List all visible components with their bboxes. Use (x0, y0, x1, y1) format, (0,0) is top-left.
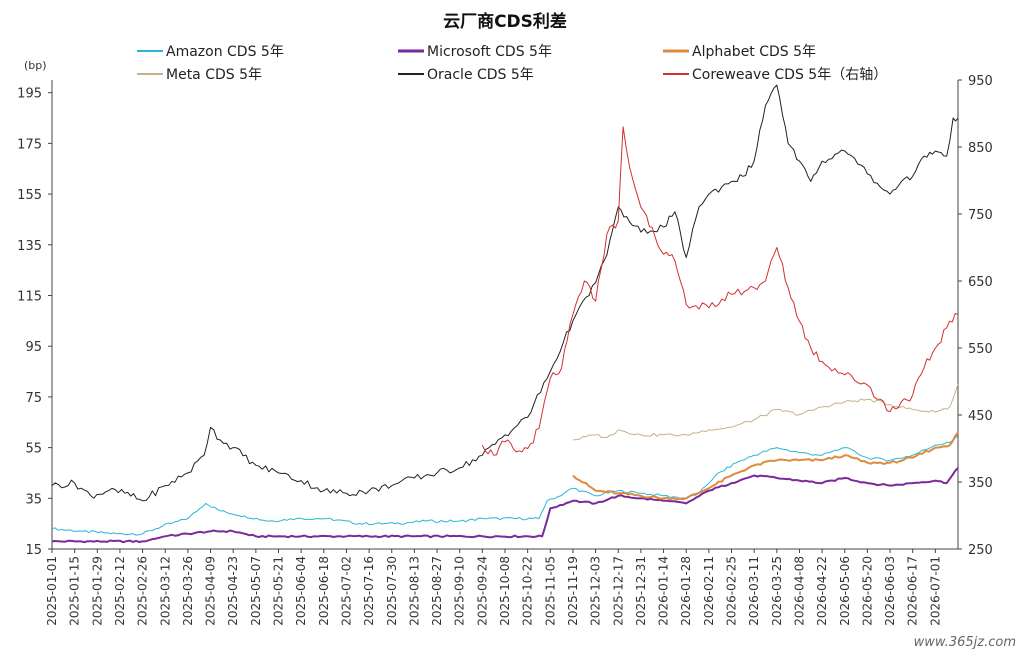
series-lines (51, 84, 959, 544)
x-tick-label: 2025-06-18 (317, 556, 331, 626)
x-tick-label: 2025-07-02 (339, 556, 353, 626)
x-tick-label: 2025-08-27 (430, 556, 444, 626)
right-y-tick-label: 650 (968, 275, 993, 290)
x-tick-label: 2025-01-01 (45, 556, 59, 626)
x-tick-label: 2025-07-30 (385, 556, 399, 626)
x-tick-label: 2025-12-31 (634, 556, 648, 626)
series-line (572, 384, 959, 441)
x-tick-label: 2026-03-25 (770, 556, 784, 626)
right-y-tick-label: 550 (968, 342, 993, 357)
x-tick-label: 2026-02-25 (725, 556, 739, 626)
left-y-tick-label: 95 (25, 340, 42, 355)
series-line (572, 431, 959, 501)
x-tick-label: 2025-05-07 (249, 556, 263, 626)
right-y-tick-label: 250 (968, 543, 993, 558)
x-tick-label: 2025-10-22 (521, 556, 535, 626)
left-y-tick-label: 55 (25, 442, 42, 457)
x-tick-label: 2026-05-06 (838, 556, 852, 626)
left-y-tick-label: 35 (25, 492, 42, 507)
x-tick-label: 2025-03-12 (158, 556, 172, 626)
legend-label: Coreweave CDS 5年（右轴） (692, 67, 887, 83)
x-tick-label: 2025-12-17 (611, 556, 625, 626)
left-y-tick-label: 175 (17, 137, 42, 152)
right-y-tick-label: 450 (968, 409, 993, 424)
legend-label: Amazon CDS 5年 (166, 44, 284, 60)
x-tick-label: 2026-01-28 (679, 556, 693, 626)
x-tick-label: 2025-10-08 (498, 556, 512, 626)
watermark: www.365jz.com (914, 635, 1016, 650)
x-tick-label: 2026-06-03 (883, 556, 897, 626)
legend-label: Microsoft CDS 5年 (427, 44, 552, 60)
x-tick-label: 2026-03-11 (747, 556, 761, 626)
right-y-tick-label: 750 (968, 208, 993, 223)
chart-title: 云厂商CDS利差 (443, 11, 567, 32)
left-y-tick-label: 15 (25, 543, 42, 558)
x-tick-label: 2025-01-15 (68, 556, 82, 626)
x-tick-label: 2025-07-16 (362, 556, 376, 626)
legend: Amazon CDS 5年 Microsoft CDS 5年 Alphabet CD… (137, 44, 887, 83)
right-y-tick-label: 350 (968, 476, 993, 491)
x-tick-label: 2026-02-11 (702, 556, 716, 626)
x-tick-label: 2025-09-24 (475, 556, 489, 626)
left-y-tick-label: 115 (17, 289, 42, 304)
legend-label: Alphabet CDS 5年 (692, 44, 816, 60)
x-tick-label: 2025-06-04 (294, 556, 308, 626)
x-tick-label: 2025-03-26 (181, 556, 195, 626)
series-line (51, 467, 959, 544)
x-tick-label: 2026-07-01 (928, 556, 942, 626)
x-tick-label: 2025-04-09 (204, 556, 218, 626)
legend-label: Meta CDS 5年 (166, 67, 262, 83)
x-tick-label: 2025-05-21 (272, 556, 286, 626)
left-y-tick-label: 155 (17, 188, 42, 203)
x-tick-label: 2026-05-20 (860, 556, 874, 626)
x-tick-label: 2025-11-05 (543, 556, 557, 626)
x-tick-label: 2025-02-26 (136, 556, 150, 626)
x-tick-label: 2026-04-22 (815, 556, 829, 626)
left-axis-unit: (bp) (24, 59, 47, 72)
axes: 15 35 55 75 95 115 135 155 175 195 250 350 450 550 650… (17, 74, 993, 626)
x-tick-label: 2025-09-10 (453, 556, 467, 626)
x-tick-label: 2025-02-12 (113, 556, 127, 626)
x-tick-label: 2026-01-14 (657, 556, 671, 626)
series-line (51, 84, 959, 502)
left-y-tick-label: 135 (17, 239, 42, 254)
x-tick-label: 2025-12-03 (589, 556, 603, 626)
right-y-tick-label: 850 (968, 141, 993, 156)
legend-label: Oracle CDS 5年 (427, 67, 534, 83)
left-y-tick-label: 75 (25, 391, 42, 406)
series-line (481, 126, 959, 456)
x-tick-label: 2025-08-13 (407, 556, 421, 626)
x-tick-label: 2025-04-23 (226, 556, 240, 626)
left-y-tick-label: 195 (17, 87, 42, 102)
x-tick-label: 2025-01-29 (90, 556, 104, 626)
series-line (51, 434, 959, 536)
x-tick-label: 2025-11-19 (566, 556, 580, 626)
x-tick-label: 2026-04-08 (792, 556, 806, 626)
right-y-tick-label: 950 (968, 74, 993, 89)
x-tick-label: 2026-06-17 (906, 556, 920, 626)
